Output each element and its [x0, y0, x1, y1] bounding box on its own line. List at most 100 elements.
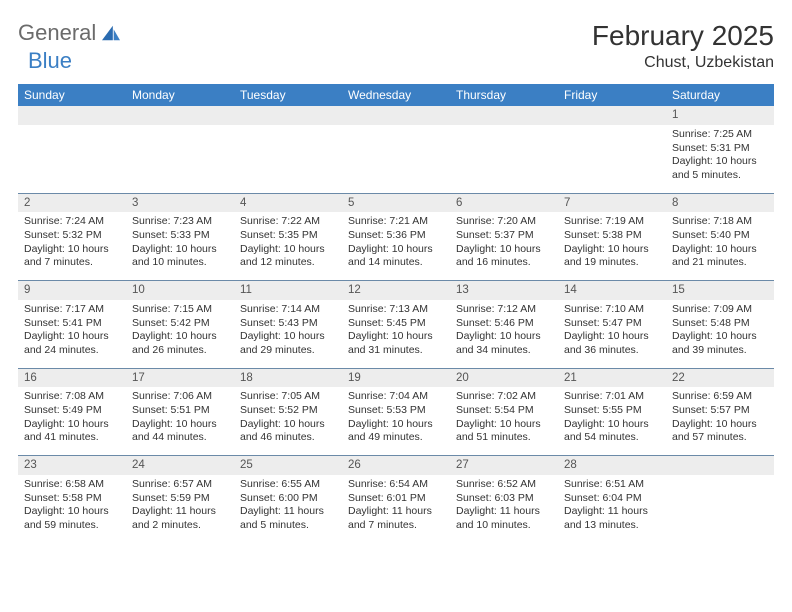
- day-number-cell: 10: [126, 281, 234, 300]
- daynum-row: 2345678: [18, 193, 774, 212]
- daylight-line: Daylight: 10 hours and 16 minutes.: [456, 243, 552, 270]
- day-number-cell: [342, 106, 450, 125]
- sunrise-line: Sunrise: 7:04 AM: [348, 390, 444, 404]
- day-number-cell: 3: [126, 193, 234, 212]
- day-number-cell: 9: [18, 281, 126, 300]
- sunrise-line: Sunrise: 7:14 AM: [240, 303, 336, 317]
- day-content-cell: Sunrise: 7:17 AMSunset: 5:41 PMDaylight:…: [18, 300, 126, 368]
- day-content-cell: Sunrise: 7:19 AMSunset: 5:38 PMDaylight:…: [558, 212, 666, 280]
- sunset-line: Sunset: 5:40 PM: [672, 229, 768, 243]
- daylight-line: Daylight: 10 hours and 34 minutes.: [456, 330, 552, 357]
- day-number-cell: 12: [342, 281, 450, 300]
- sunrise-line: Sunrise: 7:25 AM: [672, 128, 768, 142]
- daylight-line: Daylight: 10 hours and 10 minutes.: [132, 243, 228, 270]
- sunrise-line: Sunrise: 6:54 AM: [348, 478, 444, 492]
- sunrise-line: Sunrise: 7:08 AM: [24, 390, 120, 404]
- sunrise-line: Sunrise: 6:51 AM: [564, 478, 660, 492]
- daylight-line: Daylight: 10 hours and 46 minutes.: [240, 418, 336, 445]
- day-content-row: Sunrise: 7:17 AMSunset: 5:41 PMDaylight:…: [18, 300, 774, 368]
- sunrise-line: Sunrise: 7:05 AM: [240, 390, 336, 404]
- weekday-header: Wednesday: [342, 84, 450, 106]
- sunrise-line: Sunrise: 7:18 AM: [672, 215, 768, 229]
- sunset-line: Sunset: 5:33 PM: [132, 229, 228, 243]
- sunset-line: Sunset: 5:36 PM: [348, 229, 444, 243]
- sunset-line: Sunset: 5:51 PM: [132, 404, 228, 418]
- sunset-line: Sunset: 5:55 PM: [564, 404, 660, 418]
- daynum-row: 9101112131415: [18, 281, 774, 300]
- daylight-line: Daylight: 10 hours and 36 minutes.: [564, 330, 660, 357]
- sunset-line: Sunset: 5:49 PM: [24, 404, 120, 418]
- day-number-cell: [450, 106, 558, 125]
- day-number-cell: 26: [342, 456, 450, 475]
- day-content-cell: Sunrise: 7:09 AMSunset: 5:48 PMDaylight:…: [666, 300, 774, 368]
- sunset-line: Sunset: 6:00 PM: [240, 492, 336, 506]
- sunrise-line: Sunrise: 7:24 AM: [24, 215, 120, 229]
- sunrise-line: Sunrise: 7:22 AM: [240, 215, 336, 229]
- day-number-cell: 27: [450, 456, 558, 475]
- logo-text-blue: Blue: [28, 48, 72, 74]
- day-number-cell: 23: [18, 456, 126, 475]
- day-content-cell: Sunrise: 7:01 AMSunset: 5:55 PMDaylight:…: [558, 387, 666, 455]
- day-number-cell: 25: [234, 456, 342, 475]
- sunset-line: Sunset: 5:41 PM: [24, 317, 120, 331]
- day-number-cell: [18, 106, 126, 125]
- daylight-line: Daylight: 10 hours and 39 minutes.: [672, 330, 768, 357]
- daylight-line: Daylight: 10 hours and 49 minutes.: [348, 418, 444, 445]
- daylight-line: Daylight: 10 hours and 59 minutes.: [24, 505, 120, 532]
- sunrise-line: Sunrise: 6:55 AM: [240, 478, 336, 492]
- calendar-body: 1 Sunrise: 7:25 AMSunset: 5:31 PMDayligh…: [18, 106, 774, 543]
- sunrise-line: Sunrise: 6:57 AM: [132, 478, 228, 492]
- day-number-cell: 13: [450, 281, 558, 300]
- sunset-line: Sunset: 6:04 PM: [564, 492, 660, 506]
- daylight-line: Daylight: 10 hours and 12 minutes.: [240, 243, 336, 270]
- daylight-line: Daylight: 11 hours and 7 minutes.: [348, 505, 444, 532]
- day-number-cell: 18: [234, 368, 342, 387]
- sunrise-line: Sunrise: 7:12 AM: [456, 303, 552, 317]
- day-content-cell: Sunrise: 6:52 AMSunset: 6:03 PMDaylight:…: [450, 475, 558, 543]
- day-number-cell: 11: [234, 281, 342, 300]
- sunset-line: Sunset: 5:57 PM: [672, 404, 768, 418]
- sunset-line: Sunset: 5:58 PM: [24, 492, 120, 506]
- day-content-cell: Sunrise: 7:08 AMSunset: 5:49 PMDaylight:…: [18, 387, 126, 455]
- sunset-line: Sunset: 5:59 PM: [132, 492, 228, 506]
- weekday-header-row: Sunday Monday Tuesday Wednesday Thursday…: [18, 84, 774, 106]
- daylight-line: Daylight: 10 hours and 19 minutes.: [564, 243, 660, 270]
- day-number-cell: 2: [18, 193, 126, 212]
- day-number-cell: 24: [126, 456, 234, 475]
- sunrise-line: Sunrise: 7:15 AM: [132, 303, 228, 317]
- weekday-header: Friday: [558, 84, 666, 106]
- weekday-header: Monday: [126, 84, 234, 106]
- weekday-header: Thursday: [450, 84, 558, 106]
- sunset-line: Sunset: 5:37 PM: [456, 229, 552, 243]
- day-number-cell: 16: [18, 368, 126, 387]
- month-title: February 2025: [592, 20, 774, 52]
- sunset-line: Sunset: 5:43 PM: [240, 317, 336, 331]
- day-number-cell: 4: [234, 193, 342, 212]
- daynum-row: 232425262728: [18, 456, 774, 475]
- title-block: February 2025 Chust, Uzbekistan: [592, 20, 774, 72]
- daylight-line: Daylight: 10 hours and 24 minutes.: [24, 330, 120, 357]
- sunrise-line: Sunrise: 7:09 AM: [672, 303, 768, 317]
- sunset-line: Sunset: 5:54 PM: [456, 404, 552, 418]
- day-content-cell: [126, 125, 234, 193]
- page-header: General February 2025 Chust, Uzbekistan: [18, 20, 774, 72]
- sunrise-line: Sunrise: 7:20 AM: [456, 215, 552, 229]
- daynum-row: 16171819202122: [18, 368, 774, 387]
- daylight-line: Daylight: 10 hours and 5 minutes.: [672, 155, 768, 182]
- day-content-cell: Sunrise: 7:25 AMSunset: 5:31 PMDaylight:…: [666, 125, 774, 193]
- day-number-cell: 22: [666, 368, 774, 387]
- daylight-line: Daylight: 10 hours and 44 minutes.: [132, 418, 228, 445]
- sunset-line: Sunset: 5:53 PM: [348, 404, 444, 418]
- sunset-line: Sunset: 6:01 PM: [348, 492, 444, 506]
- day-number-cell: 19: [342, 368, 450, 387]
- daylight-line: Daylight: 10 hours and 14 minutes.: [348, 243, 444, 270]
- day-content-cell: Sunrise: 7:21 AMSunset: 5:36 PMDaylight:…: [342, 212, 450, 280]
- day-content-cell: [342, 125, 450, 193]
- day-number-cell: 14: [558, 281, 666, 300]
- day-content-cell: Sunrise: 7:04 AMSunset: 5:53 PMDaylight:…: [342, 387, 450, 455]
- logo-sail-icon: [100, 24, 122, 42]
- sunset-line: Sunset: 5:45 PM: [348, 317, 444, 331]
- sunrise-line: Sunrise: 7:23 AM: [132, 215, 228, 229]
- sunset-line: Sunset: 5:38 PM: [564, 229, 660, 243]
- location-text: Chust, Uzbekistan: [592, 54, 774, 72]
